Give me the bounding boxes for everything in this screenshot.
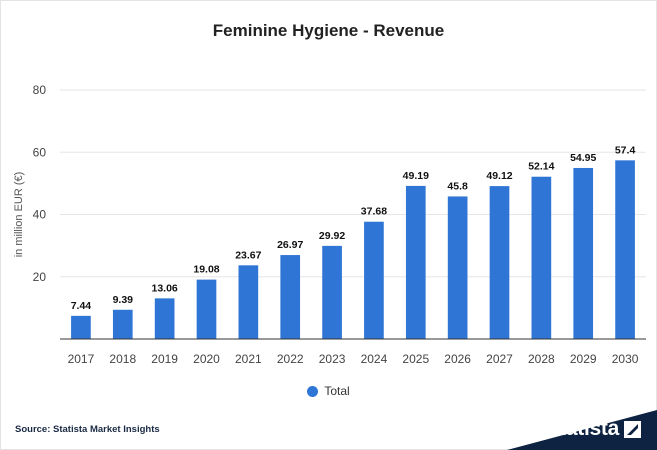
data-label-2024: 37.68 [361, 206, 387, 218]
source-note: Source: Statista Market Insights [15, 424, 160, 435]
y-tick-label: 60 [33, 145, 47, 159]
data-label-2027: 49.12 [486, 170, 512, 182]
grid-lines [60, 89, 646, 278]
bar-2026[interactable] [447, 196, 468, 339]
x-tick-label-2021: 2021 [235, 352, 262, 366]
data-label-2030: 57.4 [615, 144, 636, 156]
x-tick-label-2025: 2025 [402, 352, 429, 366]
data-label-2017: 7.44 [71, 300, 92, 312]
bar-2024[interactable] [364, 221, 384, 339]
bar-2027[interactable] [489, 186, 510, 339]
statista-logo: statista [548, 417, 641, 441]
logo-text: statista [547, 417, 619, 440]
y-tick-label: 80 [33, 83, 47, 97]
data-label-2018: 9.39 [113, 294, 134, 306]
x-tick-label-2020: 2020 [193, 352, 220, 366]
data-label-2020: 19.08 [193, 264, 219, 276]
x-tick-label-2026: 2026 [444, 352, 471, 366]
x-tick-label-2023: 2023 [319, 352, 346, 366]
legend: Total [0, 384, 657, 398]
x-tick-label-2019: 2019 [151, 352, 178, 366]
legend-label: Total [324, 384, 350, 398]
x-tick-label-2018: 2018 [109, 352, 136, 366]
bar-2018[interactable] [112, 309, 133, 339]
data-label-2023: 29.92 [319, 230, 345, 242]
x-tick-label-2030: 2030 [612, 352, 639, 366]
x-tick-label-2022: 2022 [277, 352, 304, 366]
statista-mark-icon [624, 420, 641, 438]
y-tick-label: 40 [33, 208, 47, 222]
data-label-2029: 54.95 [570, 152, 596, 164]
x-tick-label-2029: 2029 [570, 352, 597, 366]
bar-2020[interactable] [196, 279, 217, 339]
logo-band [507, 410, 657, 450]
x-tick-label-2024: 2024 [361, 352, 388, 366]
y-axis-label: in million EUR (€) [13, 172, 25, 258]
x-tick-label-2028: 2028 [528, 352, 555, 366]
bar-2025[interactable] [405, 185, 426, 339]
data-label-2022: 26.97 [277, 239, 303, 251]
data-label-2025: 49.19 [403, 170, 429, 182]
bar-2029[interactable] [573, 167, 594, 339]
data-label-2028: 52.14 [528, 161, 554, 173]
bar-2028[interactable] [531, 176, 552, 339]
y-tick-labels: 20 40 60 80 [33, 83, 47, 284]
x-tick-label-2027: 2027 [486, 352, 513, 366]
bar-2019[interactable] [154, 298, 175, 339]
legend-marker [307, 385, 319, 397]
x-tick-labels: 2017 2018 2019 2020 2021 2022 2023 2024 2025 2026… [68, 352, 639, 366]
data-label-2019: 13.06 [152, 282, 178, 294]
data-labels: 7.44 9.39 13.06 19.08 23.67 26.97 29.92 37.68 49… [71, 144, 636, 312]
bar-2030[interactable] [615, 160, 635, 339]
y-tick-label: 20 [33, 270, 47, 284]
bar-2021[interactable] [238, 265, 259, 339]
data-label-2026: 45.8 [447, 180, 468, 192]
data-label-2021: 23.67 [235, 249, 261, 261]
x-tick-label-2017: 2017 [68, 352, 95, 366]
bars [71, 160, 635, 339]
bar-2017[interactable] [71, 315, 91, 339]
bar-2022[interactable] [280, 255, 301, 339]
bar-2023[interactable] [322, 245, 342, 339]
chart-title: Feminine Hygiene - Revenue [212, 21, 445, 40]
